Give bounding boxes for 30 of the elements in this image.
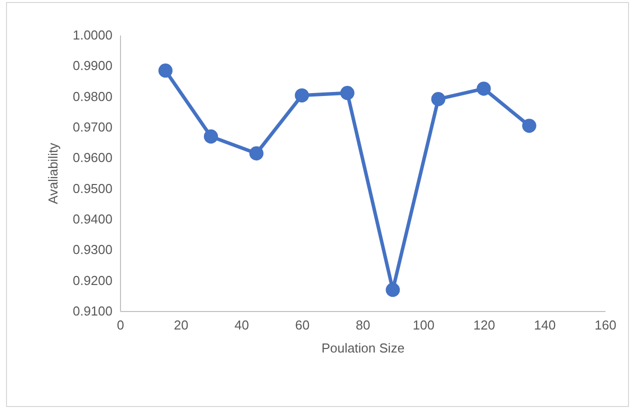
y-tick-label: 0.9700	[72, 120, 112, 134]
y-tick-label: 0.9800	[72, 88, 112, 104]
x-tick-label: 160	[594, 318, 616, 332]
x-axis-title: Poulation Size	[321, 340, 405, 356]
x-tick-label: 100	[412, 318, 434, 332]
x-tick-label: 40	[234, 318, 249, 332]
point	[158, 64, 173, 78]
y-tick-label: 0.9900	[72, 58, 112, 74]
y-tick-label: 0.9600	[72, 150, 112, 166]
x-tick-label: 80	[356, 318, 370, 332]
point	[522, 118, 536, 133]
y-tick-label: 0.9100	[72, 304, 112, 318]
x-tick-label: 140	[534, 318, 556, 332]
y-tick-label: 1.0000	[72, 28, 112, 42]
point	[294, 88, 309, 102]
point	[249, 146, 264, 160]
point	[204, 129, 218, 144]
point	[431, 92, 446, 106]
y-tick-label: 0.9300	[72, 242, 112, 258]
x-tick-label: 20	[174, 318, 188, 332]
point	[340, 86, 354, 100]
y-axis-title: Avaliability	[46, 142, 61, 204]
x-tick-label: 0	[116, 318, 124, 332]
x-tick-label: 60	[295, 318, 310, 332]
y-tick-label: 0.9400	[72, 212, 112, 226]
point	[386, 282, 400, 297]
point	[476, 82, 491, 96]
y-tick-label: 0.9500	[72, 180, 112, 196]
x-tick-label: 120	[473, 318, 496, 332]
y-tick-label: 0.9200	[72, 272, 112, 288]
